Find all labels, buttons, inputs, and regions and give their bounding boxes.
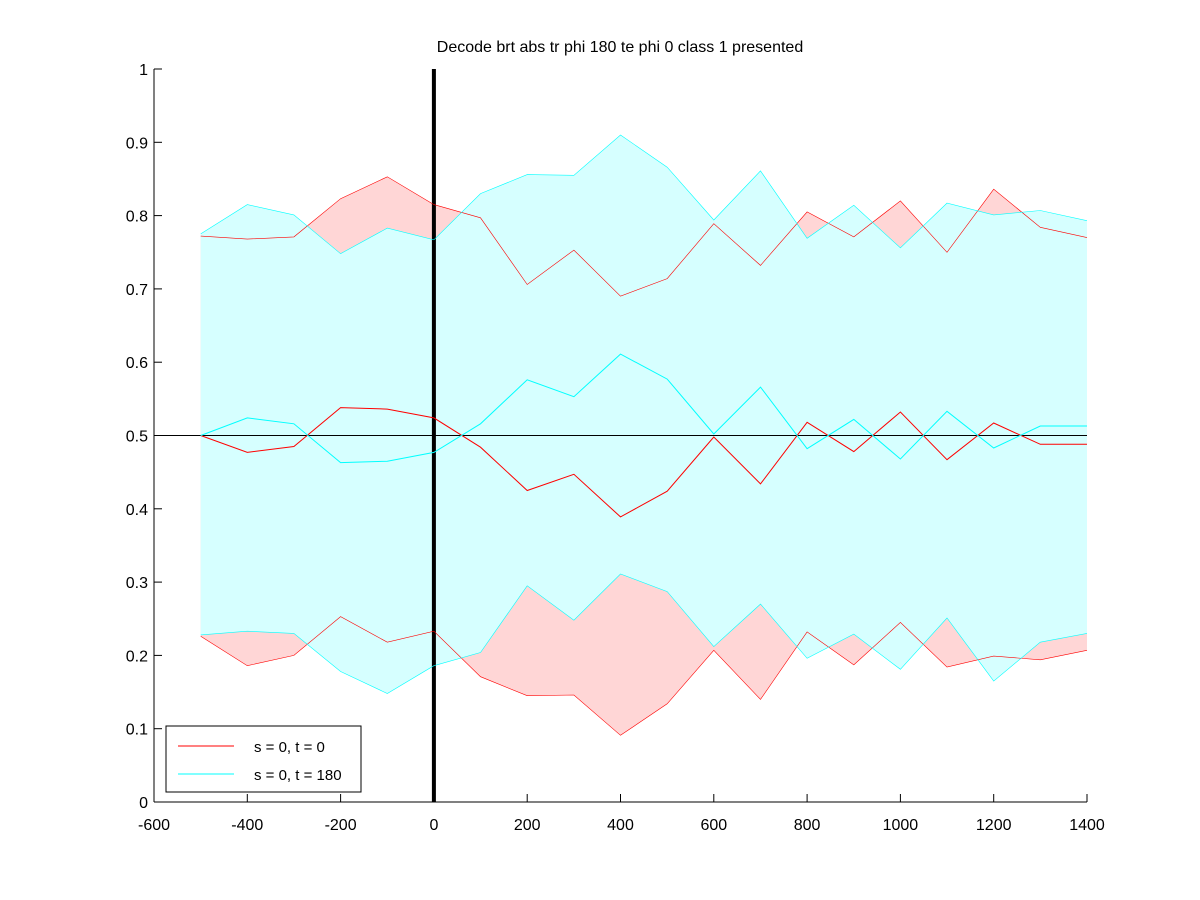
x-tick-label: -600 xyxy=(138,817,170,834)
mean-line-series-2 xyxy=(200,353,1087,464)
chart-title: Decode brt abs tr phi 180 te phi 0 class… xyxy=(437,39,803,56)
upper-bound-series-2 xyxy=(200,134,1088,255)
axes: 0 0.1 0.2 0.3 0.4 0.5 0.6 0.7 0.8 0.9 1 -600 -400 -20… xyxy=(126,62,1105,834)
x-tick-label: 1400 xyxy=(1069,817,1105,834)
legend-label-series-2: s = 0, t = 180 xyxy=(254,767,342,784)
mean-line-series-1 xyxy=(200,407,1087,518)
y-tick-label: 0 xyxy=(139,795,148,812)
y-tick-label: 0.6 xyxy=(126,355,148,372)
legend-box xyxy=(165,725,362,793)
x-tick-label: 400 xyxy=(607,817,634,834)
x-tick-label: -400 xyxy=(231,817,263,834)
legend: s = 0, t = 0 s = 0, t = 180 xyxy=(165,725,362,793)
confidence-bands xyxy=(200,135,1087,736)
x-tick-label: 0 xyxy=(429,817,438,834)
lower-bound-series-2 xyxy=(200,573,1088,694)
y-tick-label: 0.3 xyxy=(126,575,148,592)
y-tick-label: 0.1 xyxy=(126,722,148,739)
y-tick-label: 0.4 xyxy=(126,502,148,519)
upper-bound-series-1 xyxy=(200,176,1088,297)
x-tick-label: -200 xyxy=(325,817,357,834)
lower-bound-series-1 xyxy=(200,616,1088,736)
reference-lines xyxy=(154,69,1087,802)
y-tick-label: 0.2 xyxy=(126,648,148,665)
series-lines xyxy=(200,134,1088,736)
y-tick-label: 0.7 xyxy=(126,282,148,299)
y-tick-label: 1 xyxy=(139,62,148,79)
legend-label-series-1: s = 0, t = 0 xyxy=(254,739,325,756)
band-series-2 xyxy=(200,135,1087,694)
x-tick-label: 200 xyxy=(514,817,541,834)
x-tick-label: 800 xyxy=(794,817,821,834)
y-tick-label: 0.8 xyxy=(126,209,148,226)
x-tick-label: 1000 xyxy=(883,817,919,834)
y-tick-label: 0.5 xyxy=(126,429,148,446)
x-tick-label: 1200 xyxy=(976,817,1012,834)
y-tick-label: 0.9 xyxy=(126,135,148,152)
x-tick-label: 600 xyxy=(700,817,727,834)
